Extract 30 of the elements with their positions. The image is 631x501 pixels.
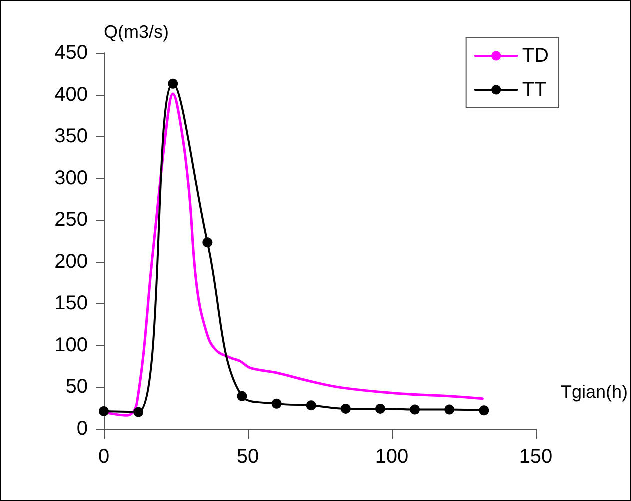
point (340, 404, 351, 414)
y-tick-label: 350 (54, 126, 88, 148)
point (99, 406, 109, 416)
legend-label: TD (522, 45, 550, 67)
y-tick-label: 450 (54, 42, 88, 64)
point (272, 398, 282, 409)
y-tick-label: 250 (54, 209, 88, 232)
x-tick-label: 0 (98, 446, 110, 468)
x-axis-title: Tgian(h) (560, 382, 628, 402)
y-tick-label: 150 (54, 292, 88, 315)
point (410, 404, 420, 415)
point (444, 404, 455, 415)
y-tick-label: 300 (54, 167, 88, 190)
y-tick-label: 200 (54, 250, 88, 273)
y-axis-title: Q(m3/s) (104, 22, 169, 42)
point (306, 400, 316, 411)
y-tick-label: 400 (54, 84, 88, 106)
point (479, 406, 490, 416)
point (134, 407, 144, 418)
y-tick-label: 0 (76, 418, 88, 440)
legend-label: TT (522, 79, 547, 101)
y-tick-label: 50 (66, 376, 88, 398)
y-tick-label: 100 (54, 334, 88, 356)
x-tick-label: 100 (375, 446, 409, 468)
point (237, 391, 248, 402)
point (168, 78, 178, 89)
x-tick-label: 50 (236, 446, 260, 468)
point (375, 404, 386, 414)
point (202, 238, 213, 248)
x-tick-label: 150 (519, 446, 553, 468)
